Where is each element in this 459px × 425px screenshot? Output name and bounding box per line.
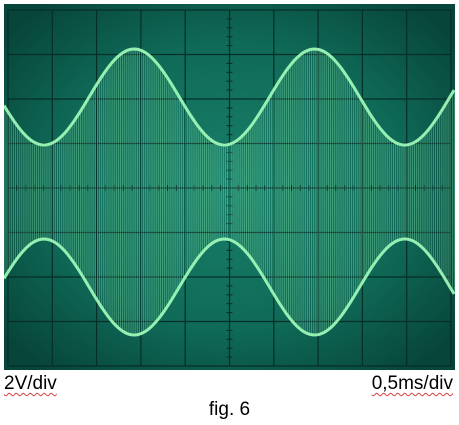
volt-scale-label: 2V/div xyxy=(4,373,57,394)
signal-envelope xyxy=(4,47,455,337)
figure-caption: fig. 6 xyxy=(208,399,251,420)
time-scale-label: 0,5ms/div xyxy=(371,373,453,394)
oscilloscope-screen xyxy=(4,4,455,370)
upper-envelope-trace xyxy=(4,47,455,147)
oscilloscope-display xyxy=(4,4,455,370)
lower-envelope-trace xyxy=(4,237,455,337)
signal-carrier xyxy=(4,49,455,335)
